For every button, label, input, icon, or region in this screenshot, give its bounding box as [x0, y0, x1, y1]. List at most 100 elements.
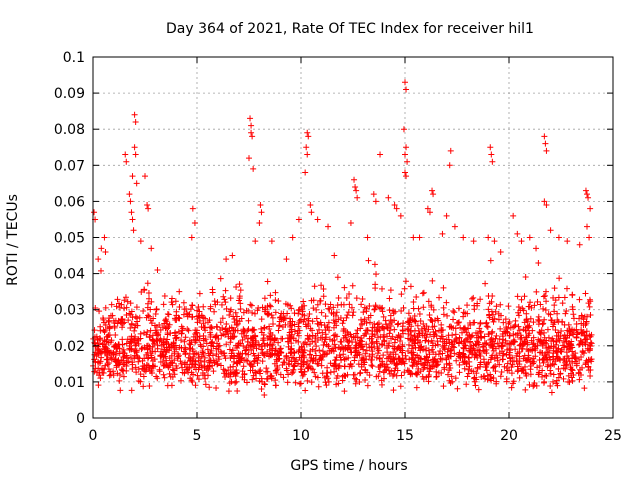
data-point: [402, 79, 408, 86]
data-point: [249, 376, 256, 383]
data-point: [283, 353, 290, 360]
data-point: [130, 227, 137, 234]
data-point: [235, 297, 242, 304]
data-point: [258, 385, 265, 392]
data-point: [261, 380, 268, 387]
data-point: [280, 359, 287, 366]
data-point: [200, 320, 207, 327]
data-point: [340, 325, 347, 332]
data-point: [449, 343, 456, 350]
data-point: [566, 325, 573, 332]
data-point: [276, 348, 283, 355]
data-point: [272, 377, 279, 384]
data-point: [393, 205, 400, 212]
data-point: [512, 346, 519, 353]
data-point: [391, 339, 398, 346]
data-point: [398, 291, 405, 298]
data-point: [213, 385, 220, 392]
data-point: [152, 322, 159, 329]
y-tick-label: 0: [76, 411, 85, 427]
data-point: [323, 334, 330, 341]
data-point: [392, 365, 399, 372]
data-point: [466, 319, 473, 326]
data-point: [189, 313, 196, 320]
data-point: [102, 304, 109, 311]
data-point: [420, 289, 427, 296]
data-point: [364, 382, 371, 389]
data-point: [428, 346, 435, 353]
data-point: [448, 324, 455, 331]
data-point: [290, 355, 297, 362]
data-point: [352, 344, 359, 351]
data-point: [266, 353, 273, 360]
data-point: [167, 373, 174, 380]
data-point: [135, 378, 142, 385]
data-point: [356, 378, 363, 385]
data-point: [503, 324, 510, 331]
data-point: [265, 310, 272, 317]
data-point: [314, 360, 321, 367]
data-point: [164, 382, 171, 389]
data-point: [210, 357, 217, 364]
data-point: [336, 362, 343, 369]
data-point: [175, 314, 182, 321]
data-point: [100, 327, 107, 334]
data-point: [376, 355, 383, 362]
data-point: [185, 327, 192, 334]
data-point: [423, 359, 430, 366]
data-point: [541, 316, 548, 323]
data-point: [543, 356, 550, 363]
data-point: [230, 363, 237, 370]
data-point: [547, 227, 554, 234]
data-point: [254, 307, 261, 314]
data-point: [540, 293, 547, 300]
data-point: [516, 374, 523, 381]
data-point: [420, 304, 427, 311]
data-point: [379, 308, 386, 315]
data-point: [570, 315, 577, 322]
data-point: [300, 349, 307, 356]
data-point: [314, 301, 321, 308]
data-point: [474, 302, 481, 309]
data-point: [173, 335, 180, 342]
data-point: [432, 351, 439, 358]
data-point: [284, 379, 291, 386]
data-point: [344, 312, 351, 319]
data-point: [391, 326, 398, 333]
data-point: [196, 337, 203, 344]
data-point: [182, 351, 189, 358]
data-point: [371, 320, 378, 327]
data-point: [507, 355, 514, 362]
data-point: [306, 310, 313, 317]
data-point: [456, 361, 463, 368]
data-point: [364, 234, 371, 241]
data-point: [270, 320, 277, 327]
data-point: [255, 341, 262, 348]
data-point: [234, 387, 241, 394]
data-point: [352, 380, 359, 387]
data-point: [248, 122, 255, 129]
data-point: [115, 317, 122, 324]
data-point: [469, 295, 476, 302]
data-point: [470, 294, 477, 301]
data-point: [472, 382, 479, 389]
data-point: [531, 302, 538, 309]
data-point: [554, 310, 561, 317]
data-point: [232, 327, 239, 334]
data-point: [229, 347, 236, 354]
data-point: [146, 382, 153, 389]
x-tick-label: 25: [604, 428, 622, 444]
data-point: [578, 320, 585, 327]
data-point: [504, 341, 511, 348]
data-point: [397, 383, 404, 390]
data-point: [134, 354, 141, 361]
data-point: [368, 344, 375, 351]
data-point: [202, 315, 209, 322]
data-point: [341, 356, 348, 363]
data-point: [340, 335, 347, 342]
data-point: [266, 323, 273, 330]
data-point: [456, 319, 463, 326]
data-point: [257, 202, 264, 209]
data-point: [247, 301, 254, 308]
